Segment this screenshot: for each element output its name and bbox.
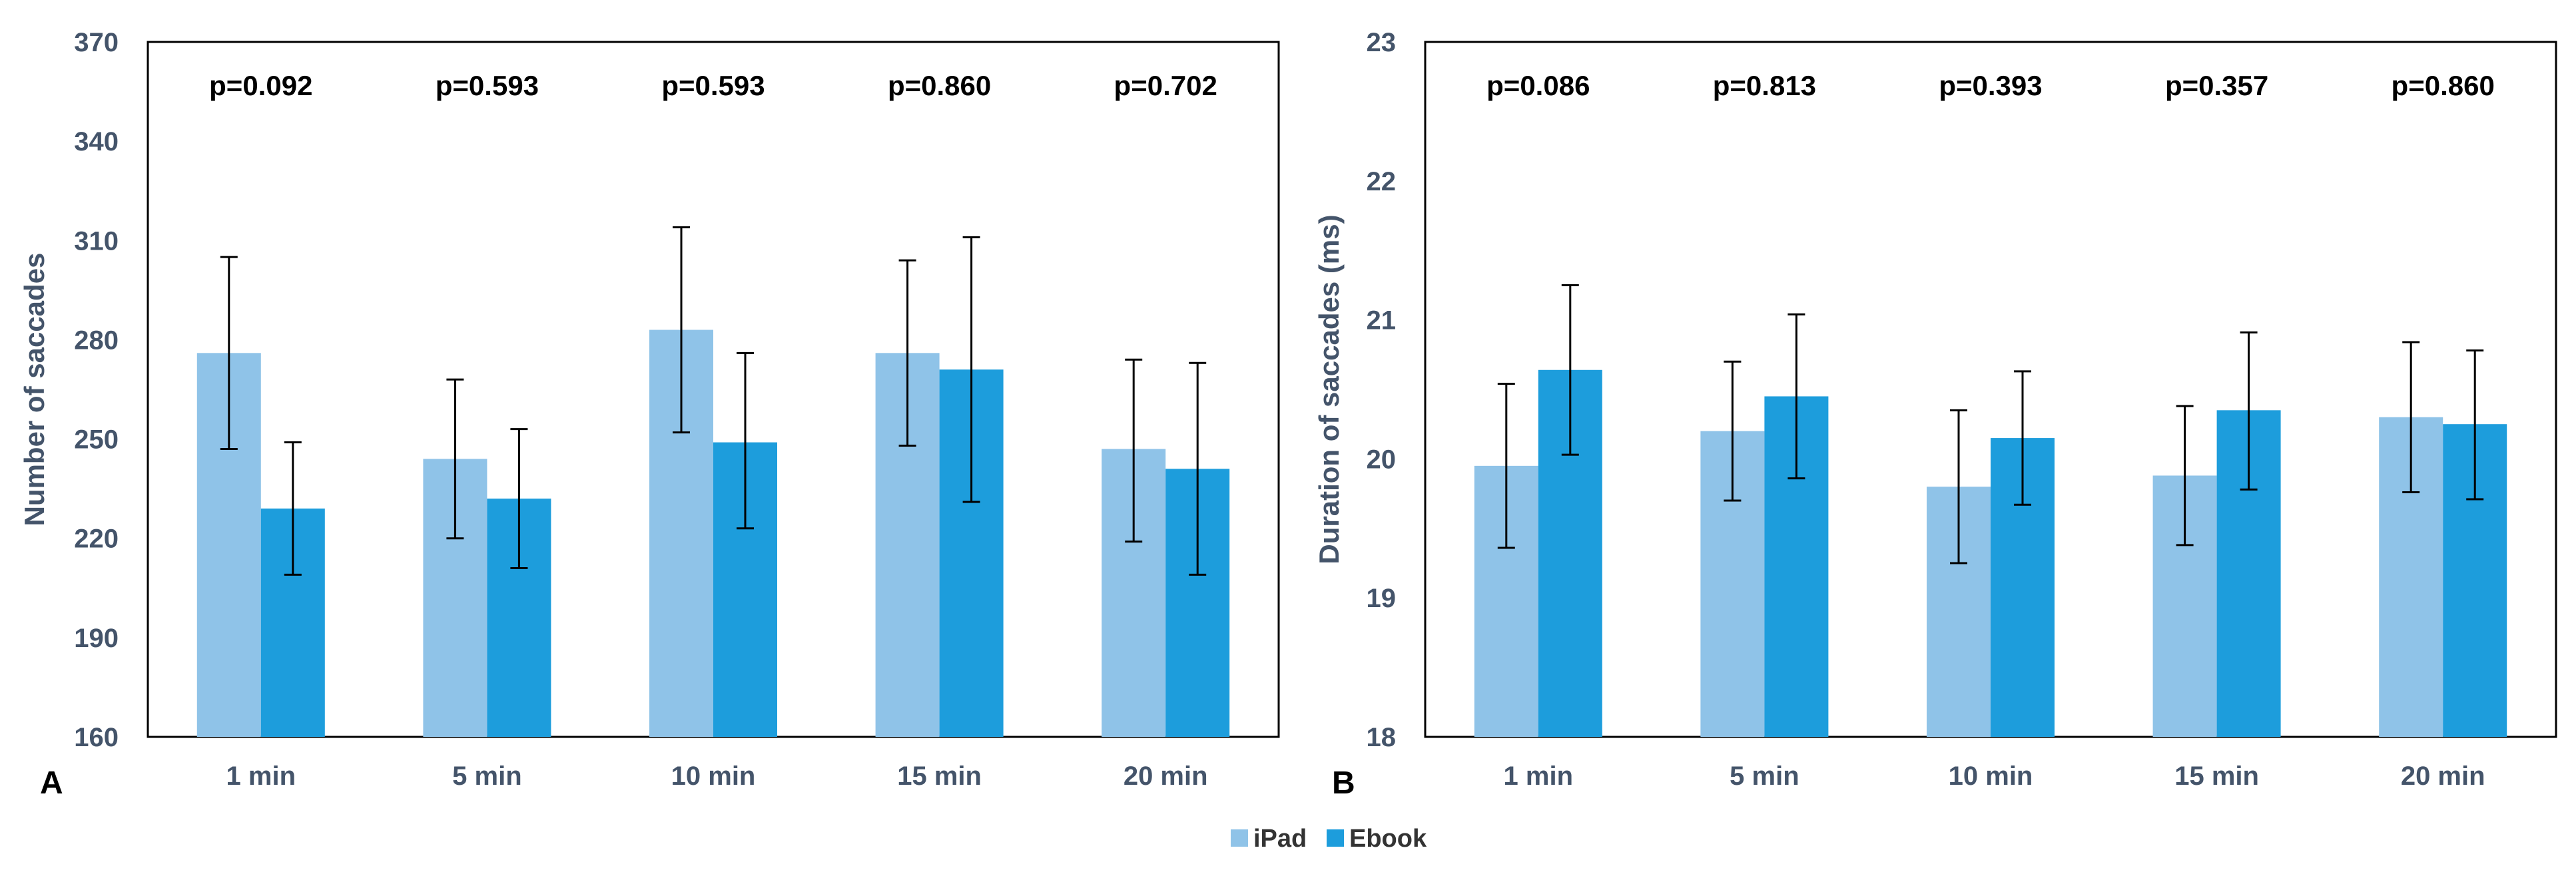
p-value-label: p=0.086 [1486, 70, 1590, 101]
x-category-label: 1 min [1504, 761, 1573, 791]
x-category-label: 15 min [897, 761, 982, 791]
panel-label: B [1332, 765, 1355, 801]
y-tick-label: 250 [74, 425, 119, 455]
p-value-label: p=0.092 [209, 70, 312, 101]
y-tick-label: 340 [74, 127, 119, 156]
p-value-label: p=0.860 [888, 70, 991, 101]
legend-label-ipad: iPad [1253, 825, 1307, 853]
panel-label: A [40, 765, 63, 801]
x-category-label: 10 min [671, 761, 756, 791]
x-category-label: 15 min [2174, 761, 2259, 791]
y-tick-label: 23 [1367, 28, 1397, 57]
y-tick-label: 21 [1367, 306, 1397, 335]
p-value-label: p=0.860 [2392, 70, 2495, 101]
x-category-label: 20 min [1124, 761, 1208, 791]
p-value-label: p=0.702 [1114, 70, 1217, 101]
y-tick-label: 20 [1367, 445, 1397, 474]
y-tick-label: 190 [74, 624, 119, 653]
p-value-label: p=0.593 [661, 70, 765, 101]
p-value-label: p=0.393 [1939, 70, 2042, 101]
y-tick-label: 220 [74, 525, 119, 554]
legend-swatch-ipad [1231, 829, 1248, 847]
x-category-label: 10 min [1949, 761, 2033, 791]
x-category-label: 5 min [1730, 761, 1799, 791]
y-axis-label: Duration of saccades (ms) [1313, 214, 1345, 564]
y-tick-label: 370 [74, 28, 119, 57]
legend-label-ebook: Ebook [1349, 825, 1427, 853]
p-value-label: p=0.813 [1713, 70, 1816, 101]
y-tick-label: 19 [1367, 584, 1397, 613]
x-category-label: 20 min [2401, 761, 2485, 791]
legend-swatch-ebook [1327, 829, 1344, 847]
panel-b-chart: 18 19 20 21 22 23 Duration of saccades (ms) 1 m… [1313, 28, 2557, 801]
y-tick-label: 160 [74, 723, 119, 752]
y-tick-label: 18 [1367, 723, 1397, 752]
y-tick-label: 310 [74, 226, 119, 256]
legend: iPad Ebook [1231, 825, 1427, 853]
p-value-label: p=0.357 [2165, 70, 2268, 101]
y-tick-label: 280 [74, 326, 119, 355]
x-category-label: 5 min [452, 761, 521, 791]
panel-a-chart: 160 190 220 250 280 310 340 370 Number of saccad… [19, 28, 1280, 801]
p-value-label: p=0.593 [436, 70, 539, 101]
x-category-label: 1 min [226, 761, 296, 791]
y-tick-label: 22 [1367, 167, 1397, 196]
y-axis-label: Number of saccades [19, 253, 50, 527]
